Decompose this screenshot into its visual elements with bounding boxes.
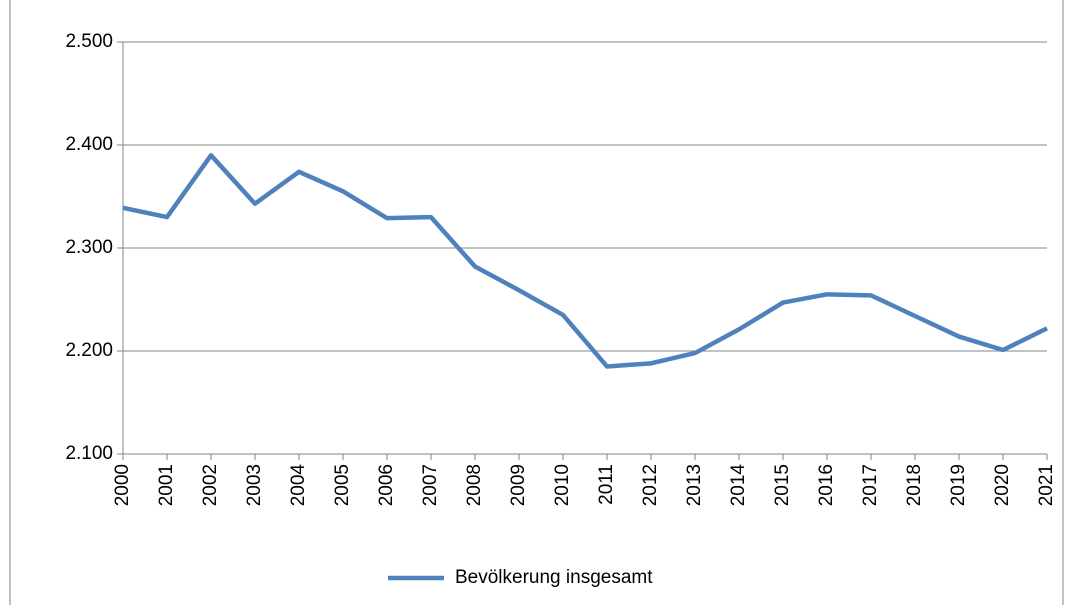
data-line — [122, 153, 1048, 369]
x-tick-label: 2009 — [508, 464, 529, 506]
x-tick-label: 2021 — [1036, 464, 1057, 506]
y-tick-label: 2.400 — [65, 134, 113, 155]
x-tick-label: 2004 — [288, 464, 309, 507]
x-tick-label: 2010 — [552, 464, 573, 506]
x-tick-label: 2003 — [244, 464, 265, 506]
x-tick-label: 2014 — [728, 464, 749, 507]
x-tick-label: 2012 — [640, 464, 661, 506]
y-tick-label: 2.500 — [65, 31, 113, 52]
x-tick-label: 2013 — [684, 464, 705, 506]
x-tick-label: 2008 — [464, 464, 485, 506]
x-tick-label: 2007 — [420, 464, 441, 506]
x-tick-label: 2011 — [596, 464, 617, 505]
legend-label: Bevölkerung insgesamt — [455, 567, 653, 588]
y-tick-label: 2.300 — [65, 237, 113, 258]
x-tick-label: 2006 — [376, 464, 397, 506]
x-tick-label: 2020 — [992, 464, 1013, 506]
x-tick-label: 2015 — [772, 464, 793, 506]
x-tick-label: 2019 — [948, 464, 969, 506]
x-tick-label: 2000 — [112, 464, 133, 506]
x-tick-label: 2018 — [904, 464, 925, 506]
chart-frame — [9, 0, 1064, 605]
x-tick-label: 2002 — [200, 464, 221, 506]
x-tick-label: 2005 — [332, 464, 353, 506]
x-tick-label: 2016 — [816, 464, 837, 506]
y-tick-label: 2.200 — [65, 340, 113, 361]
x-tick-label: 2001 — [156, 464, 177, 506]
x-tick-label: 2017 — [860, 464, 881, 506]
y-tick-label: 2.100 — [65, 443, 113, 464]
